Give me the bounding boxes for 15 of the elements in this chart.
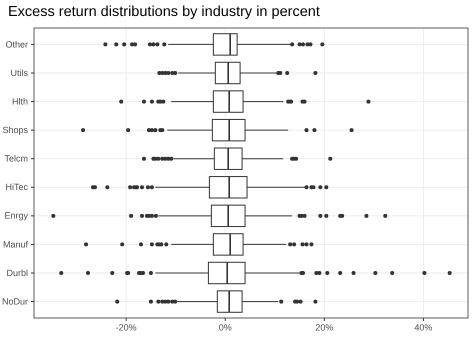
x-tick-label: 20%: [315, 322, 334, 332]
y-tick-label: Other: [5, 39, 28, 50]
x-tick-label: 0%: [218, 322, 232, 332]
y-tick-label: Telcm: [4, 154, 28, 164]
y-tick-label: Enrgy: [4, 210, 28, 221]
y-tick-label: Manuf: [2, 239, 28, 250]
y-tick-label: Hlth: [12, 96, 28, 106]
y-tick-label: Durbl: [6, 268, 28, 278]
y-tick-label: NoDur: [2, 296, 28, 306]
chart-title: Excess return distributions by industry in percent: [8, 4, 320, 20]
x-tick-label: -20%: [116, 322, 137, 332]
y-tick-label: Utils: [10, 68, 28, 78]
x-tick-label: 40%: [414, 322, 432, 332]
y-tick-label: HiTec: [5, 182, 28, 192]
y-tick-label: Shops: [2, 125, 28, 136]
